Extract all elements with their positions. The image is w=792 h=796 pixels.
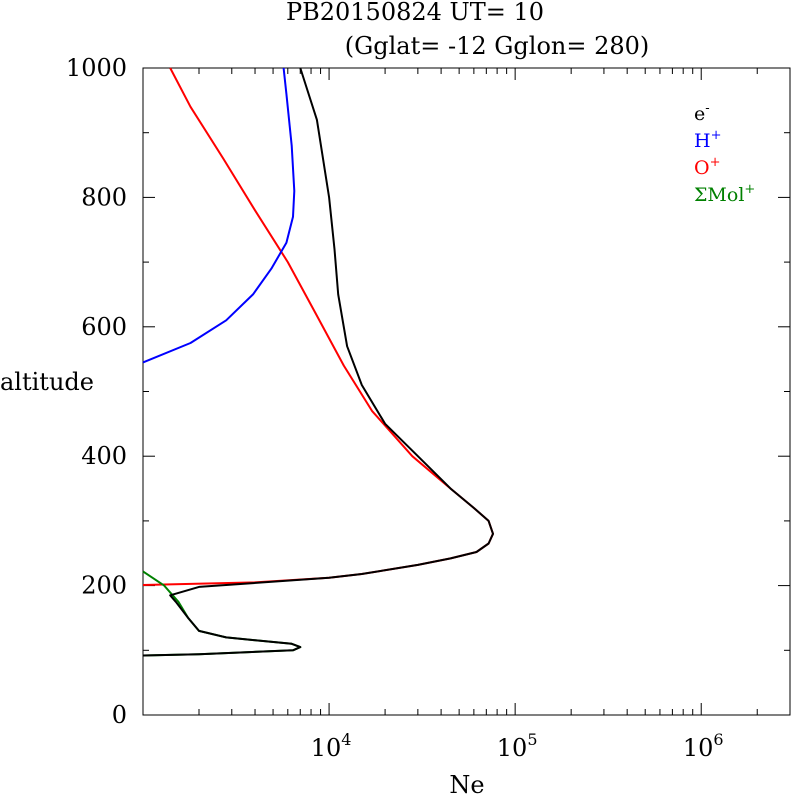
y-tick-label: 1000 (66, 54, 127, 82)
x-tick-exponent: 4 (341, 730, 351, 749)
x-tick-label: 104 (311, 730, 352, 762)
legend-charge: - (705, 101, 709, 116)
x-tick-label: 105 (497, 730, 538, 762)
legend-entry: O+ (694, 155, 720, 179)
chart-title-line2: (Gglat= -12 Gglon= 280) (345, 32, 650, 60)
legend-entry: e- (694, 101, 710, 125)
legend-name: ΣMol (694, 184, 744, 206)
y-tick-label: 400 (81, 442, 127, 470)
series-line (142, 67, 494, 586)
x-axis-label: Ne (449, 771, 484, 796)
x-tick-exponent: 6 (713, 730, 723, 749)
series-curves (142, 67, 494, 657)
tick-marks (142, 67, 791, 716)
y-tick-labels: 0 200 400 600 800 1000 (66, 54, 127, 729)
plot-frame (142, 67, 791, 716)
series-line (142, 67, 296, 364)
y-tick-label: 200 (81, 572, 127, 600)
legend-entry: ΣMol+ (694, 182, 755, 206)
x-tick-labels: 104 105 106 (311, 730, 724, 762)
y-tick-label: 600 (81, 313, 127, 341)
y-tick-label: 800 (81, 183, 127, 211)
legend-charge: + (711, 128, 722, 143)
x-tick-exponent: 5 (527, 730, 537, 749)
legend-charge: + (710, 155, 721, 170)
legend-entry: H+ (694, 128, 721, 152)
series-line (142, 67, 494, 657)
x-tick-base: 10 (311, 734, 342, 762)
legend-name: H (694, 130, 711, 152)
legend-name: O (694, 157, 710, 179)
x-tick-label: 106 (683, 730, 724, 762)
legend-name: e (694, 103, 705, 125)
y-axis-label: altitude (0, 368, 94, 396)
legend-charge: + (744, 182, 755, 197)
x-tick-base: 10 (497, 734, 528, 762)
x-tick-base: 10 (683, 734, 714, 762)
legend: e-H+O+ΣMol+ (694, 101, 755, 206)
chart-title-line1: PB20150824 UT= 10 (286, 0, 544, 26)
y-tick-label: 0 (112, 701, 127, 729)
